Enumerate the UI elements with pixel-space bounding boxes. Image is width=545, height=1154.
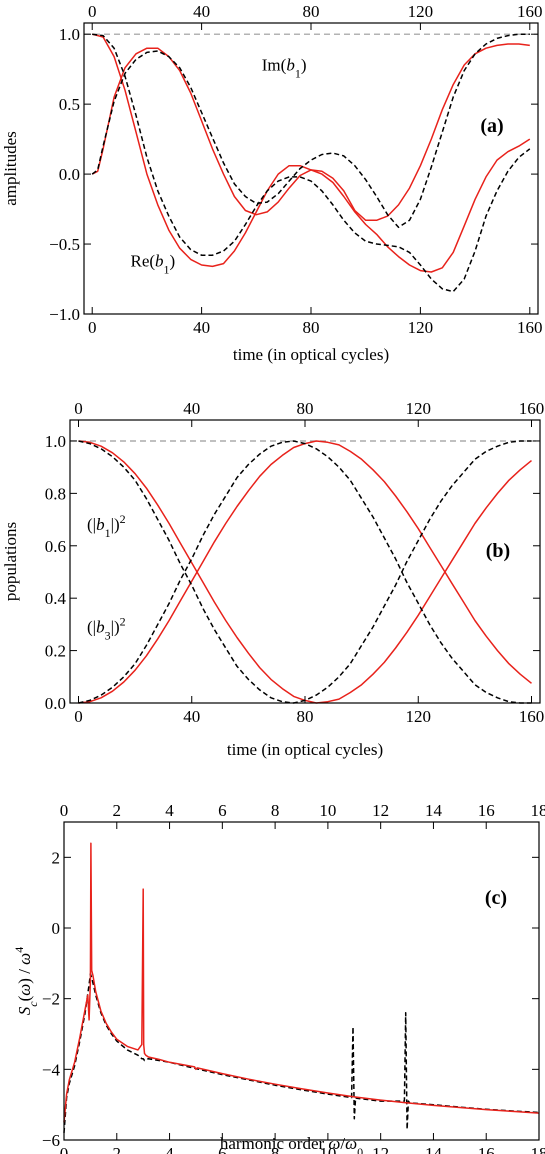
- y-tick-label: 0.5: [59, 95, 80, 114]
- top-tick-label: 14: [425, 801, 443, 820]
- x-axis-title: time (in optical cycles): [227, 740, 383, 759]
- x-tick-label: 18: [531, 1144, 545, 1154]
- top-tick-label: 120: [406, 399, 432, 418]
- series-line-2: [92, 33, 531, 293]
- series-line-1: [91, 43, 530, 222]
- series-line-3: [78, 440, 532, 704]
- top-tick-label: 160: [517, 2, 543, 21]
- x-tick-label: 0: [60, 1144, 69, 1154]
- series-line-3: [91, 33, 530, 229]
- y-axis-title: Sc(ω) / ω4: [12, 947, 40, 1015]
- annotation-1: (|b3|)2: [87, 614, 126, 642]
- y-tick-label: 0.4: [45, 589, 67, 608]
- y-tick-label: −4: [42, 1060, 61, 1079]
- plot-frame: [69, 419, 541, 704]
- panel-label: (b): [486, 540, 510, 562]
- x-tick-label: 0: [88, 318, 97, 337]
- top-tick-label: 160: [519, 399, 545, 418]
- top-tick-label: 8: [271, 801, 280, 820]
- x-tick-label: 6: [218, 1144, 227, 1154]
- y-tick-label: 1.0: [59, 25, 80, 44]
- top-tick-label: 4: [165, 801, 174, 820]
- x-tick-label: 8: [271, 1144, 280, 1154]
- y-tick-label: 2: [52, 848, 61, 867]
- x-tick-label: 120: [406, 707, 432, 726]
- x-tick-label: 10: [319, 1144, 336, 1154]
- x-tick-label: 12: [372, 1144, 389, 1154]
- x-tick-label: 40: [183, 707, 200, 726]
- x-tick-label: 80: [297, 707, 314, 726]
- x-tick-label: 4: [165, 1144, 174, 1154]
- x-tick-label: 160: [517, 318, 543, 337]
- panel-label: (c): [485, 887, 507, 909]
- top-tick-label: 18: [531, 801, 545, 820]
- y-tick-label: 0: [52, 919, 61, 938]
- y-tick-label: 0.6: [45, 537, 66, 556]
- top-tick-label: 80: [303, 2, 320, 21]
- x-tick-label: 80: [303, 318, 320, 337]
- top-tick-label: 10: [319, 801, 336, 820]
- top-tick-label: 2: [113, 801, 122, 820]
- y-tick-label: 0.8: [45, 484, 66, 503]
- x-tick-label: 16: [478, 1144, 495, 1154]
- series-line-0: [78, 440, 532, 704]
- top-tick-label: 16: [478, 801, 495, 820]
- panel-a-amplitudes: 0 40 80 120 160 0 40 80 120 160 −1.0 −0.5 0.0 0.5 1.0 t…: [1, 2, 543, 364]
- plot-frame: [63, 821, 540, 1141]
- y-tick-label: 1.0: [45, 432, 66, 451]
- y-tick-label: −6: [42, 1131, 60, 1150]
- series-line-1: [78, 440, 532, 704]
- y-tick-label: −2: [42, 990, 60, 1009]
- x-tick-label: 40: [193, 318, 210, 337]
- x-tick-label: 0: [74, 707, 83, 726]
- annotation-1: Re(b1): [130, 251, 175, 276]
- panel-b-populations: 0 40 80 120 160 0 40 80 120 160 0.0 0.2 0.4 0.6 0.8 1.0…: [1, 399, 544, 759]
- top-tick-label: 6: [218, 801, 227, 820]
- panel-label: (a): [480, 115, 503, 137]
- x-tick-label: 2: [113, 1144, 122, 1154]
- annotation-0: (|b1|)2: [87, 512, 126, 540]
- top-tick-label: 120: [408, 2, 434, 21]
- y-tick-label: −0.5: [49, 235, 80, 254]
- top-tick-label: 0: [60, 801, 69, 820]
- y-axis-title: populations: [1, 522, 20, 601]
- annotation-0: Im(b1): [262, 56, 307, 81]
- x-axis-title: time (in optical cycles): [233, 345, 389, 364]
- y-tick-label: 0.0: [45, 694, 66, 713]
- x-tick-label: 160: [519, 707, 545, 726]
- top-tick-label: 40: [193, 2, 210, 21]
- top-tick-label: 40: [183, 399, 200, 418]
- y-axis-title: amplitudes: [1, 131, 20, 206]
- top-tick-label: 80: [297, 399, 314, 418]
- series-line-0: [63, 973, 540, 1133]
- x-tick-label: 14: [425, 1144, 443, 1154]
- series-line-2: [78, 440, 532, 704]
- y-tick-label: 0.2: [45, 642, 66, 661]
- x-tick-label: 120: [408, 318, 434, 337]
- panel-c-spectrum: 0 2 4 6 8 10 12 14 16 18 0 2 4 6 8 10 12 14 16 18 −6 −4 −2 0 2 ha…: [12, 801, 545, 1154]
- top-tick-label: 0: [74, 399, 83, 418]
- series-line-1: [63, 842, 540, 1123]
- x-axis-title: harmonic order ω/ω0: [220, 1134, 363, 1154]
- y-tick-label: 0.0: [59, 165, 80, 184]
- y-tick-label: −1.0: [49, 305, 80, 324]
- top-tick-label: 0: [88, 2, 97, 21]
- top-tick-label: 12: [372, 801, 389, 820]
